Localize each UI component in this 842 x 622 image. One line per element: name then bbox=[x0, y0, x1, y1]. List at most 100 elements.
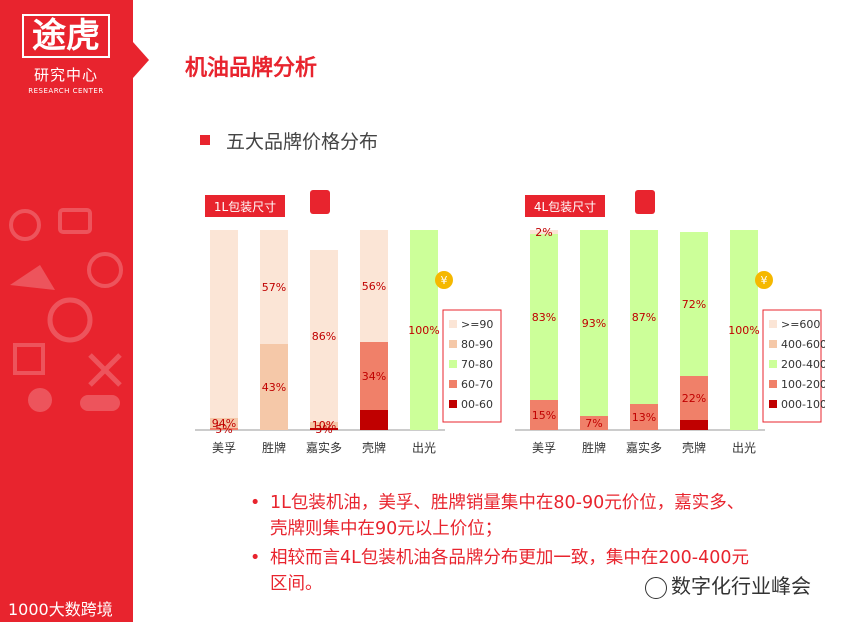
category-label: 美孚 bbox=[532, 441, 556, 455]
legend-swatch bbox=[769, 380, 777, 388]
category-label: 出光 bbox=[732, 441, 756, 455]
data-label: 100% bbox=[408, 324, 439, 337]
legend-swatch bbox=[769, 400, 777, 408]
legend-swatch bbox=[769, 360, 777, 368]
legend-label: 70-80 bbox=[461, 358, 493, 371]
bar-segment bbox=[210, 428, 238, 430]
bar-segment bbox=[310, 428, 338, 430]
subheading-square-icon bbox=[200, 135, 210, 145]
chart-1l-price-distribution: 1L包装尺寸5%94%美孚43%57%胜牌3%10%86%嘉实多10%34%56… bbox=[195, 190, 502, 455]
logo-main-text: 途虎 bbox=[22, 14, 110, 58]
category-label: 嘉实多 bbox=[626, 440, 662, 455]
yuan-icon bbox=[435, 271, 453, 289]
sidebar-notch bbox=[133, 42, 149, 78]
yuan-icon bbox=[755, 271, 773, 289]
category-label: 出光 bbox=[412, 441, 436, 455]
data-label: 93% bbox=[582, 317, 606, 330]
data-label: 100% bbox=[728, 324, 759, 337]
bullet-item: • 1L包装机油，美孚、胜牌销量集中在80-90元价位，嘉实多、壳牌则集中在90… bbox=[250, 490, 750, 542]
legend-swatch bbox=[449, 340, 457, 348]
data-label: 72% bbox=[682, 298, 706, 311]
yuan-icon-glyph: ¥ bbox=[761, 274, 768, 287]
category-label: 胜牌 bbox=[582, 440, 606, 455]
legend-swatch bbox=[769, 340, 777, 348]
data-label: 2% bbox=[535, 226, 552, 239]
bar-segment bbox=[360, 342, 388, 410]
bar-segment bbox=[530, 234, 558, 400]
logo-english-text: RESEARCH CENTER bbox=[28, 87, 104, 95]
legend-label: 400-600 bbox=[781, 338, 825, 351]
legend-label: 100-200 bbox=[781, 378, 825, 391]
data-label: 86% bbox=[312, 330, 336, 343]
bar-segment bbox=[730, 230, 758, 430]
bar-segment bbox=[680, 232, 708, 376]
bullet-text: 1L包装机油，美孚、胜牌销量集中在80-90元价位，嘉实多、壳牌则集中在90元以… bbox=[270, 493, 745, 539]
bar-segment bbox=[680, 420, 708, 430]
bar-segment bbox=[260, 230, 288, 344]
bullet-dot-icon: • bbox=[250, 493, 261, 513]
data-label: 15% bbox=[532, 409, 556, 422]
data-label: 13% bbox=[632, 411, 656, 424]
bar-segment bbox=[360, 410, 388, 430]
legend-label: >=90 bbox=[461, 318, 493, 331]
oil-can-icon bbox=[635, 190, 655, 214]
watermark: 数字化行业峰会 bbox=[645, 570, 811, 599]
data-label: 5% bbox=[215, 423, 232, 436]
legend-label: 60-70 bbox=[461, 378, 493, 391]
bullet-dot-icon: • bbox=[250, 548, 261, 568]
category-label: 壳牌 bbox=[682, 441, 706, 455]
data-label: 5% bbox=[685, 419, 702, 432]
bar-segment bbox=[310, 250, 338, 422]
bar-segment bbox=[210, 230, 238, 418]
data-label: 3% bbox=[315, 423, 332, 436]
data-label: 7% bbox=[585, 417, 602, 430]
category-label: 壳牌 bbox=[362, 441, 386, 455]
data-label: 83% bbox=[532, 311, 556, 324]
page-title: 机油品牌分析 bbox=[185, 56, 318, 81]
footer-source-text: 1000大数跨境 bbox=[8, 600, 113, 619]
bar-segment bbox=[580, 230, 608, 416]
bullet-item: • 相较而言4L包装机油各品牌分布更加一致，集中在200-400元区间。 bbox=[250, 545, 750, 597]
legend-swatch bbox=[449, 320, 457, 328]
decorative-icons-pattern bbox=[9, 208, 123, 412]
legend-swatch bbox=[769, 320, 777, 328]
legend-swatch bbox=[449, 360, 457, 368]
data-label: 87% bbox=[632, 311, 656, 324]
bar-segment bbox=[680, 376, 708, 420]
size-tag-label: 4L包装尺寸 bbox=[534, 200, 596, 214]
wechat-logo-icon bbox=[645, 576, 667, 599]
bar-segment bbox=[360, 230, 388, 342]
data-label: 10% bbox=[312, 419, 336, 432]
bar-segment bbox=[530, 230, 558, 234]
legend-label: >=600 bbox=[781, 318, 820, 331]
legend-swatch bbox=[449, 380, 457, 388]
brand-logo: 途虎 研究中心 RESEARCH CENTER bbox=[14, 14, 118, 108]
bar-segment bbox=[210, 418, 238, 428]
legend-swatch bbox=[449, 400, 457, 408]
bar-segment bbox=[310, 422, 338, 428]
sidebar-panel: 途虎 研究中心 RESEARCH CENTER 1000大数跨境 bbox=[0, 0, 133, 622]
bar-segment bbox=[530, 400, 558, 430]
size-tag-label: 1L包装尺寸 bbox=[214, 200, 276, 214]
logo-sub-text: 研究中心 bbox=[33, 66, 98, 84]
bar-segment bbox=[580, 416, 608, 430]
bar-segment bbox=[630, 230, 658, 404]
size-tag-box bbox=[525, 195, 605, 217]
data-label: 22% bbox=[682, 392, 706, 405]
bar-segment bbox=[260, 344, 288, 430]
data-label: 57% bbox=[262, 281, 286, 294]
bar-segment bbox=[410, 230, 438, 430]
chart-4l-price-distribution: 4L包装尺寸 15% 83% 2% 美孚 7% 93% 胜牌 13% 87% 嘉实多 5% 22% 72%… bbox=[515, 190, 825, 455]
oil-can-icon bbox=[310, 190, 330, 214]
category-label: 嘉实多 bbox=[306, 440, 342, 455]
size-tag-box bbox=[205, 195, 285, 217]
bar-segment bbox=[630, 404, 658, 430]
category-label: 胜牌 bbox=[262, 440, 286, 455]
data-label: 94% bbox=[212, 417, 236, 430]
data-label: 56% bbox=[362, 280, 386, 293]
yuan-icon-glyph: ¥ bbox=[441, 274, 448, 287]
subheading: 五大品牌价格分布 bbox=[226, 131, 379, 153]
watermark-text: 数字化行业峰会 bbox=[671, 574, 811, 598]
legend-label: 80-90 bbox=[461, 338, 493, 351]
bullet-text: 相较而言4L包装机油各品牌分布更加一致，集中在200-400元区间。 bbox=[270, 548, 750, 594]
